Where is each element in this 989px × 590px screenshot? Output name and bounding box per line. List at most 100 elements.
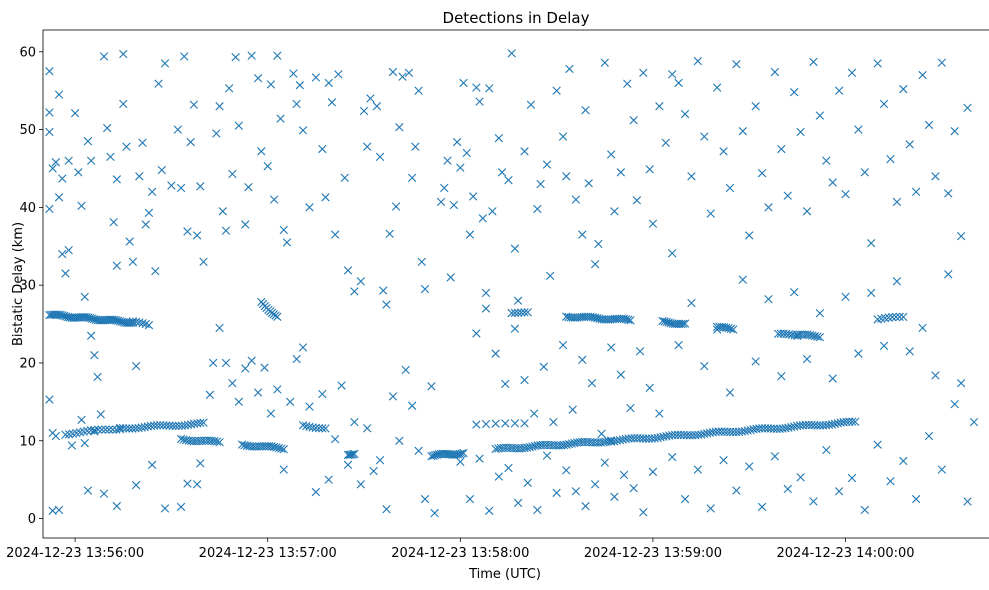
data-points (45, 49, 979, 518)
track-point (210, 436, 219, 446)
data-point (417, 257, 426, 267)
data-point (963, 103, 972, 112)
data-point (623, 79, 632, 88)
track-point (880, 313, 890, 323)
data-point (600, 58, 609, 67)
data-point (369, 466, 378, 476)
data-point (571, 487, 581, 496)
y-tick-label: 10 (19, 434, 36, 449)
track-point (567, 439, 576, 448)
data-point (167, 181, 176, 190)
track-point (156, 421, 165, 430)
data-point (356, 277, 365, 286)
track-point (513, 308, 523, 317)
data-point (594, 239, 603, 249)
data-point (562, 172, 571, 181)
data-point (64, 156, 73, 165)
data-point (568, 405, 577, 414)
data-point (674, 78, 683, 88)
data-point (257, 147, 266, 156)
data-point (263, 161, 272, 171)
data-point (475, 97, 484, 106)
data-point (590, 259, 600, 269)
data-point (770, 452, 780, 461)
data-point (276, 114, 285, 123)
track-point (472, 420, 481, 429)
data-point (449, 200, 459, 210)
data-point (481, 288, 491, 298)
track-point (215, 437, 224, 447)
data-point (183, 479, 192, 488)
data-point (154, 79, 163, 88)
data-point (77, 415, 86, 424)
data-point (99, 52, 109, 61)
data-point (956, 231, 966, 241)
data-point (388, 392, 398, 401)
data-point (931, 172, 940, 181)
track-point (176, 434, 186, 444)
data-point (465, 494, 475, 504)
data-point (873, 59, 882, 68)
data-point (899, 456, 908, 466)
track-point (152, 421, 162, 430)
track-point (61, 430, 70, 439)
data-point (969, 417, 979, 427)
data-point (151, 266, 160, 276)
data-point (282, 238, 292, 247)
track-point (64, 430, 74, 439)
data-point (600, 458, 609, 467)
data-point (485, 84, 494, 93)
data-point (436, 197, 446, 207)
data-point (777, 144, 786, 154)
data-point (751, 357, 760, 366)
track-point (135, 318, 144, 327)
data-point (481, 304, 491, 313)
data-point (86, 156, 96, 165)
track-point (670, 319, 680, 329)
track-point (321, 424, 330, 433)
track-point (179, 435, 188, 444)
y-tick-label: 60 (19, 45, 36, 60)
data-point (247, 356, 256, 365)
data-point (58, 249, 67, 259)
data-point (507, 49, 516, 58)
data-point (443, 156, 452, 165)
track-point (104, 425, 114, 434)
data-point (131, 361, 141, 371)
data-point (706, 504, 715, 513)
data-point (619, 470, 629, 480)
data-point (542, 451, 552, 460)
data-point (138, 138, 147, 147)
track-point (793, 331, 802, 341)
track-point (481, 419, 491, 429)
data-point (330, 230, 340, 239)
data-point (45, 108, 54, 117)
data-point (241, 220, 250, 229)
data-point (269, 195, 279, 204)
track-point (805, 330, 815, 340)
data-point (542, 160, 552, 169)
data-point (147, 460, 157, 470)
data-point (485, 506, 494, 515)
data-point (629, 116, 638, 125)
data-point (205, 390, 215, 400)
data-point (645, 383, 654, 393)
data-point (54, 193, 64, 202)
data-point (501, 379, 510, 389)
data-point (366, 94, 375, 103)
data-point (529, 409, 539, 418)
track-point (525, 442, 534, 452)
data-point (189, 100, 199, 109)
data-point (950, 126, 959, 136)
data-point (379, 286, 388, 295)
data-point (639, 508, 648, 517)
data-point (253, 388, 263, 397)
track-point (267, 442, 276, 451)
data-point (350, 287, 359, 296)
data-point (629, 484, 638, 493)
y-tick-label: 0 (28, 512, 36, 527)
data-point (48, 164, 57, 173)
data-point (112, 501, 122, 511)
data-point (183, 227, 192, 236)
track-point (277, 444, 286, 453)
